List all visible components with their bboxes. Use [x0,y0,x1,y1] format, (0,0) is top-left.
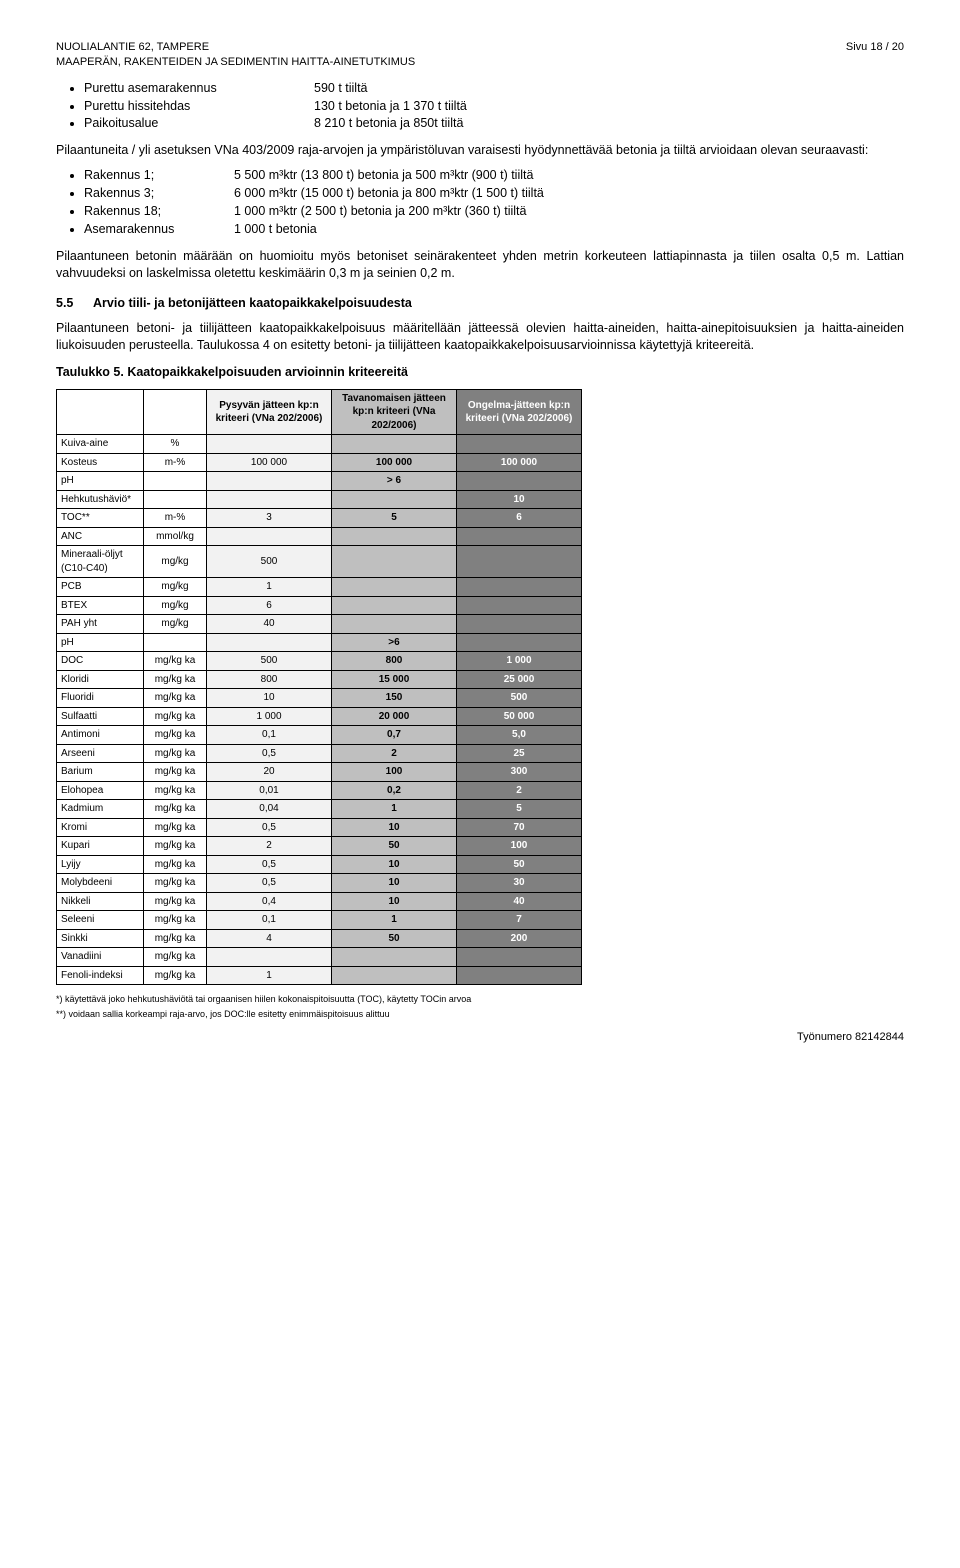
th-unit [144,389,207,435]
table-row: pH>6 [57,633,582,652]
para2: Pilaantuneen betonin määrään on huomioit… [56,248,904,282]
table-row: Kuiva-aine% [57,435,582,454]
footer: Työnumero 82142844 [56,1030,904,1045]
header-line2: MAAPERÄN, RAKENTEIDEN JA SEDIMENTIN HAIT… [56,55,415,70]
table-row: Sulfaattimg/kg ka1 00020 00050 000 [57,707,582,726]
table-row: Hehkutushäviö*10 [57,490,582,509]
table-row: Arseenimg/kg ka0,5225 [57,744,582,763]
table-row: Kosteusm-%100 000100 000100 000 [57,453,582,472]
para3: Pilaantuneen betoni- ja tiilijätteen kaa… [56,320,904,354]
list-item: Rakennus 3;6 000 m³ktr (15 000 t) betoni… [84,185,904,202]
list-item: Rakennus 1;5 500 m³ktr (13 800 t) betoni… [84,167,904,184]
table-row: DOCmg/kg ka5008001 000 [57,652,582,671]
list-item: Rakennus 18;1 000 m³ktr (2 500 t) betoni… [84,203,904,220]
table-title: Taulukko 5. Kaatopaikkakelpoisuuden arvi… [56,364,904,381]
footnote-2: **) voidaan sallia korkeampi raja-arvo, … [56,1008,904,1020]
footnote-1: *) käytettävä joko hehkutushäviötä tai o… [56,993,904,1005]
table-row: TOC**m-%356 [57,509,582,528]
header-page: Sivu 18 / 20 [846,40,904,70]
table-row: Vanadiinimg/kg ka [57,948,582,967]
th-tavanomainen: Tavanomaisen jätteen kp:n kriteeri (VNa … [332,389,457,435]
table-row: Nikkelimg/kg ka0,41040 [57,892,582,911]
para1: Pilaantuneita / yli asetuksen VNa 403/20… [56,142,904,159]
table-row: Kloridimg/kg ka80015 00025 000 [57,670,582,689]
table-row: pH> 6 [57,472,582,491]
list-item: Paikoitusalue8 210 t betonia ja 850t tii… [84,115,904,132]
table-row: Bariummg/kg ka20100300 [57,763,582,782]
work-number: Työnumero 82142844 [797,1030,904,1045]
th-name [57,389,144,435]
table-row: Sinkkimg/kg ka450200 [57,929,582,948]
table-row: Kuparimg/kg ka250100 [57,837,582,856]
header-line1: NUOLIALANTIE 62, TAMPERE [56,40,415,55]
header-left: NUOLIALANTIE 62, TAMPERE MAAPERÄN, RAKEN… [56,40,415,70]
table-row: Kromimg/kg ka0,51070 [57,818,582,837]
table-row: Seleenimg/kg ka0,117 [57,911,582,930]
table-5: Pysyvän jätteen kp:n kriteeri (VNa 202/2… [56,389,582,986]
table-row: PAH yhtmg/kg40 [57,615,582,634]
table-body: Kuiva-aine%Kosteusm-%100 000100 000100 0… [57,435,582,985]
section-heading: 5.5 Arvio tiili- ja betonijätteen kaatop… [56,295,904,312]
section-title: Arvio tiili- ja betonijätteen kaatopaikk… [93,296,412,310]
table-row: Kadmiummg/kg ka0,0415 [57,800,582,819]
th-ongelma: Ongelma-jätteen kp:n kriteeri (VNa 202/2… [457,389,582,435]
intro-bullets: Purettu asemarakennus590 t tiiltäPurettu… [56,80,904,133]
list-item: Asemarakennus1 000 t betonia [84,221,904,238]
table-row: Antimonimg/kg ka0,10,75,0 [57,726,582,745]
table-row: Elohopeamg/kg ka0,010,22 [57,781,582,800]
table-row: Fluoridimg/kg ka10150500 [57,689,582,708]
table-head-row: Pysyvän jätteen kp:n kriteeri (VNa 202/2… [57,389,582,435]
list-item: Purettu asemarakennus590 t tiiltä [84,80,904,97]
table-row: PCBmg/kg1 [57,578,582,597]
rak-bullets: Rakennus 1;5 500 m³ktr (13 800 t) betoni… [56,167,904,238]
table-row: Lyijymg/kg ka0,51050 [57,855,582,874]
list-item: Purettu hissitehdas130 t betonia ja 1 37… [84,98,904,115]
table-row: BTEXmg/kg6 [57,596,582,615]
table-row: Molybdeenimg/kg ka0,51030 [57,874,582,893]
page-header: NUOLIALANTIE 62, TAMPERE MAAPERÄN, RAKEN… [56,40,904,70]
table-row: Mineraali-öljyt (C10-C40)mg/kg500 [57,546,582,578]
section-num: 5.5 [56,295,90,312]
table-row: Fenoli-indeksimg/kg ka1 [57,966,582,985]
th-pysyva: Pysyvän jätteen kp:n kriteeri (VNa 202/2… [207,389,332,435]
table-row: ANCmmol/kg [57,527,582,546]
